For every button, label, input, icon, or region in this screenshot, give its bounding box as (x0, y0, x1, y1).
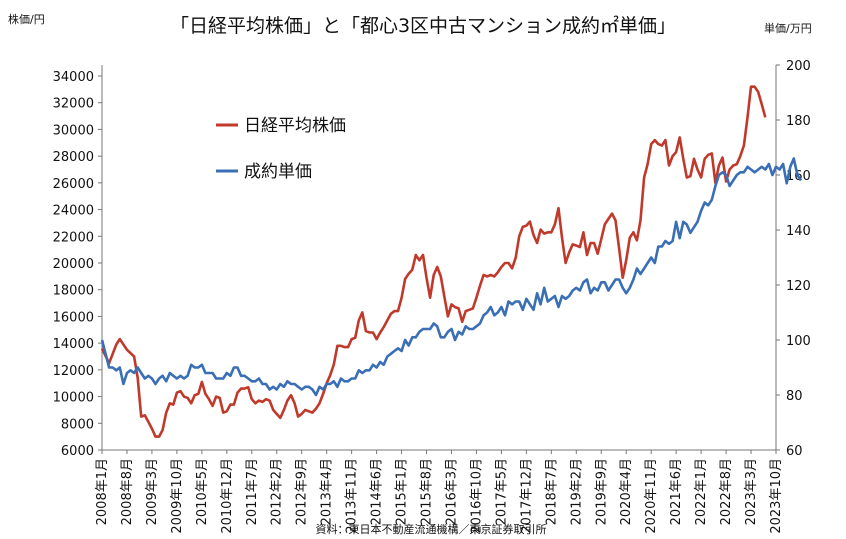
x-tick-label: 2023年3月 (744, 458, 759, 525)
x-tick-label: 2011年7月 (245, 458, 260, 525)
right-tick-label: 200 (786, 59, 811, 74)
x-tick-label: 2020年4月 (619, 458, 634, 525)
left-tick-label: 20000 (53, 257, 94, 272)
left-tick-label: 34000 (53, 70, 94, 85)
legend-label-unit-price: 成約単価 (244, 162, 312, 182)
left-axis-unit-label: 株価/円 (8, 12, 45, 26)
legend: 日経平均株価 成約単価 (216, 116, 346, 182)
x-tick-label: 2013年4月 (320, 458, 335, 525)
x-tick-label: 2009年10月 (170, 458, 185, 534)
x-tick-label: 2021年6月 (669, 458, 684, 525)
x-tick-label: 2009年3月 (145, 458, 160, 525)
x-tick-label: 2022年1月 (694, 458, 709, 525)
right-tick-label: 140 (786, 224, 811, 239)
x-tick-label: 2016年10月 (469, 458, 484, 534)
series-layer (100, 85, 803, 438)
left-tick-label: 28000 (53, 150, 94, 165)
x-tick-label: 2010年5月 (195, 458, 210, 525)
left-tick-label: 26000 (53, 177, 94, 192)
left-tick-label: 14000 (53, 337, 94, 352)
x-tick-label: 2017年12月 (519, 458, 534, 534)
left-axis-ticks: 6000 8000 10000 12000 14000 16000 18000 20000 22… (53, 70, 102, 459)
left-tick-label: 18000 (53, 284, 94, 299)
x-tick-label: 2018年7月 (544, 458, 559, 525)
x-tick-label: 2015年1月 (395, 458, 410, 525)
x-tick-label: 2012年2月 (270, 458, 285, 525)
x-tick-label: 2014年6月 (370, 458, 385, 525)
right-tick-label: 80 (786, 389, 803, 404)
x-tick-label: 2015年8月 (420, 458, 435, 525)
x-tick-label: 2022年8月 (719, 458, 734, 525)
x-tick-label: 2010年12月 (220, 458, 235, 534)
x-tick-label: 2020年11月 (644, 458, 659, 534)
left-tick-label: 8000 (61, 417, 94, 432)
left-tick-label: 10000 (53, 391, 94, 406)
x-tick-label: 2019年2月 (569, 458, 584, 525)
right-tick-label: 120 (786, 279, 811, 294)
left-tick-label: 22000 (53, 230, 94, 245)
x-tick-label: 2008年8月 (120, 458, 135, 525)
left-tick-label: 6000 (61, 444, 94, 459)
right-tick-label: 180 (786, 114, 811, 129)
left-tick-label: 12000 (53, 364, 94, 379)
legend-label-nikkei: 日経平均株価 (244, 116, 346, 136)
x-tick-label: 2012年9月 (295, 458, 310, 525)
x-tick-label: 2016年3月 (444, 458, 459, 525)
left-tick-label: 16000 (53, 310, 94, 325)
series-line-unit-price (100, 157, 803, 397)
x-tick-label: 2017年5月 (494, 458, 509, 525)
source-note: 資料：東日本不動産流通機構／東京証券取引所 (316, 522, 547, 536)
right-axis-unit-label: 単価/万円 (764, 21, 812, 35)
x-axis-ticks: 2008年1月 2008年8月 2009年3月 2009年10月 2010年5月 2010… (95, 450, 784, 534)
right-tick-label: 60 (786, 444, 803, 459)
right-tick-label: 100 (786, 334, 811, 349)
left-tick-label: 24000 (53, 204, 94, 219)
x-tick-label: 2013年11月 (345, 458, 360, 534)
series-line-nikkei (100, 85, 767, 438)
left-tick-label: 32000 (53, 97, 94, 112)
x-tick-label: 2019年9月 (594, 458, 609, 525)
left-tick-label: 30000 (53, 123, 94, 138)
chart-title: 「日経平均株価」と「都心3区中古マンション成約㎡単価」 (170, 14, 676, 37)
x-tick-label: 2008年1月 (95, 458, 110, 525)
x-tick-label: 2023年10月 (769, 458, 784, 534)
